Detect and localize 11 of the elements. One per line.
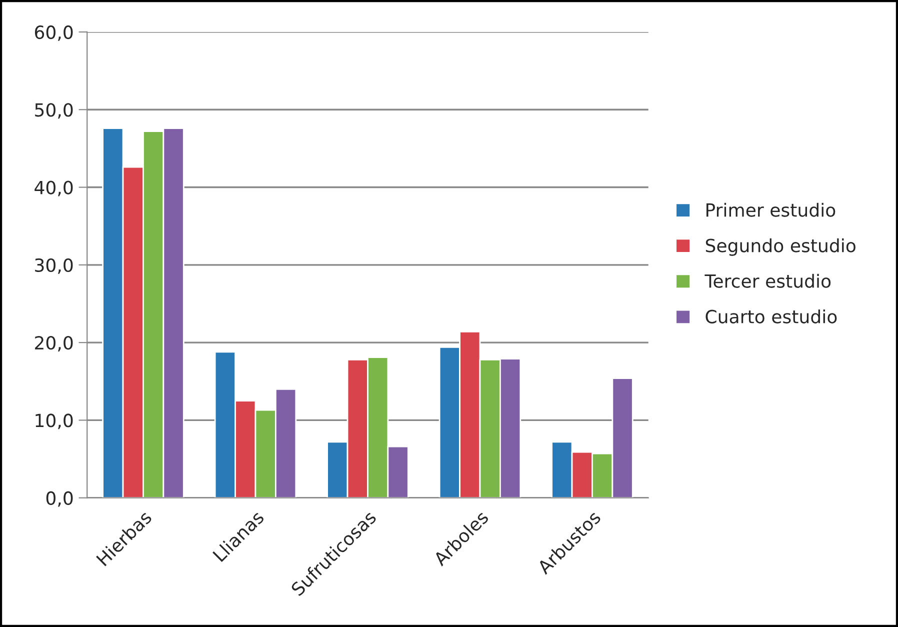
legend-label: Segundo estudio — [706, 238, 856, 256]
legend-label: Cuarto estudio — [706, 309, 837, 324]
legend-label: Tercer estudio — [704, 274, 831, 288]
y-tick-label: 0,0 — [46, 491, 73, 507]
legend-label: Primer estudio — [706, 202, 836, 217]
y-tick-label: 40,0 — [34, 180, 73, 196]
y-tick-label: 60,0 — [34, 25, 73, 41]
y-tick-label: 50,0 — [35, 103, 73, 119]
y-tick-label: 10,0 — [36, 414, 73, 430]
y-tick-label: 20,0 — [35, 336, 73, 352]
y-tick-label: 30,0 — [35, 258, 73, 274]
